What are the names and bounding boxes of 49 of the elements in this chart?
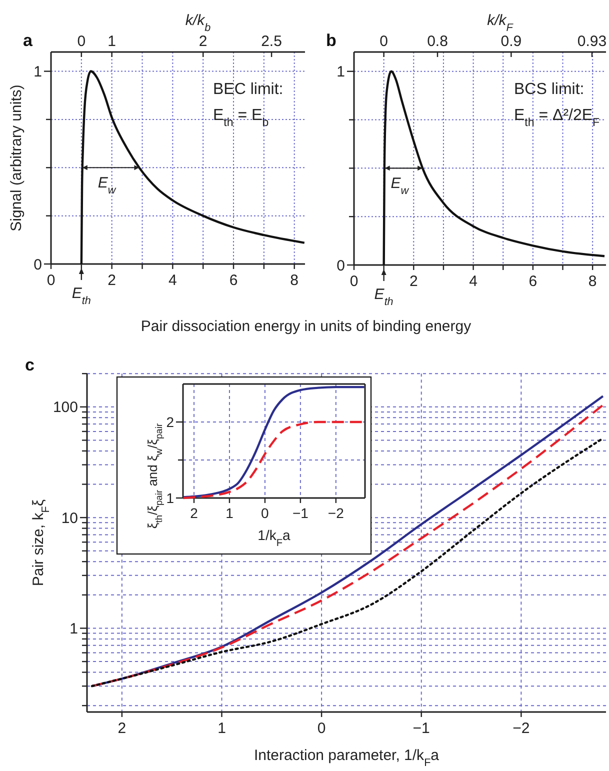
line-series (382, 70, 606, 266)
x-axis-title: Interaction parameter, 1/k$_{F}$a (254, 747, 440, 769)
x-tick-label: 2 (118, 720, 126, 737)
annotation: E$_{th}$ (374, 286, 394, 308)
x-axis-title: 1/k$_{F}$a (258, 527, 291, 548)
text: 1 (108, 33, 116, 50)
x-tick-label: 4 (168, 272, 177, 289)
x-tick-label: 6 (528, 273, 538, 290)
y-axis-title: Signal (arbitrary units) (8, 84, 25, 232)
text: 0 (380, 33, 388, 50)
y-tick-label: 1 (70, 620, 78, 638)
y-tick-label: 100 (52, 399, 78, 416)
annotation: E$_{th}$ = E$_{b}$ (213, 107, 269, 129)
x-tick-label: 4 (469, 273, 478, 290)
x-tick-label: 1 (218, 720, 226, 737)
x-tick-label: 2 (108, 272, 116, 289)
chart-title: b (326, 31, 336, 50)
x-axis-title: Pair dissociation energy in units of binding energy (140, 318, 472, 335)
x-tick-label: 0 (261, 505, 270, 521)
x-tick-label: 0 (317, 720, 326, 737)
x-tick-label: −2 (328, 505, 344, 521)
x2-axis-title: k/k$_{b}$ (185, 12, 211, 34)
chart-title: a (23, 31, 33, 50)
text: 0.93 (577, 33, 607, 50)
text: 2.5 (261, 33, 282, 50)
y-tick-label: 10 (61, 510, 78, 527)
x-tick-label: 8 (290, 272, 299, 289)
x-tick-label: 2 (409, 273, 418, 290)
text: 2 (198, 33, 208, 50)
x-tick-label: 1 (226, 505, 234, 521)
annotation: E$_{w}$ (98, 174, 117, 197)
text: 0.9 (500, 33, 522, 50)
x-tick-label: 8 (588, 273, 597, 290)
x-tick-label: 2 (190, 505, 198, 521)
x2-axis-title: k/k$_{F}$ (487, 12, 514, 34)
annotation: E$_{w}$ (390, 175, 410, 198)
line-series (80, 70, 306, 266)
x-tick-label: −1 (412, 720, 430, 737)
x-tick-label: 6 (229, 272, 238, 289)
annotation: BCS limit: (514, 81, 584, 98)
annotation: BEC limit: (213, 81, 284, 98)
text: 0.8 (427, 33, 448, 50)
x-tick-label: −1 (292, 505, 309, 521)
x-tick-label: −2 (512, 720, 530, 737)
x-tick-label: 0 (350, 273, 358, 290)
x-tick-label: 0 (46, 272, 56, 289)
chart-title: c (25, 356, 34, 375)
annotation: E$_{th}$ (72, 285, 91, 307)
annotation: E$_{th}$ = Δ²/2E$_{F}$ (514, 107, 600, 129)
